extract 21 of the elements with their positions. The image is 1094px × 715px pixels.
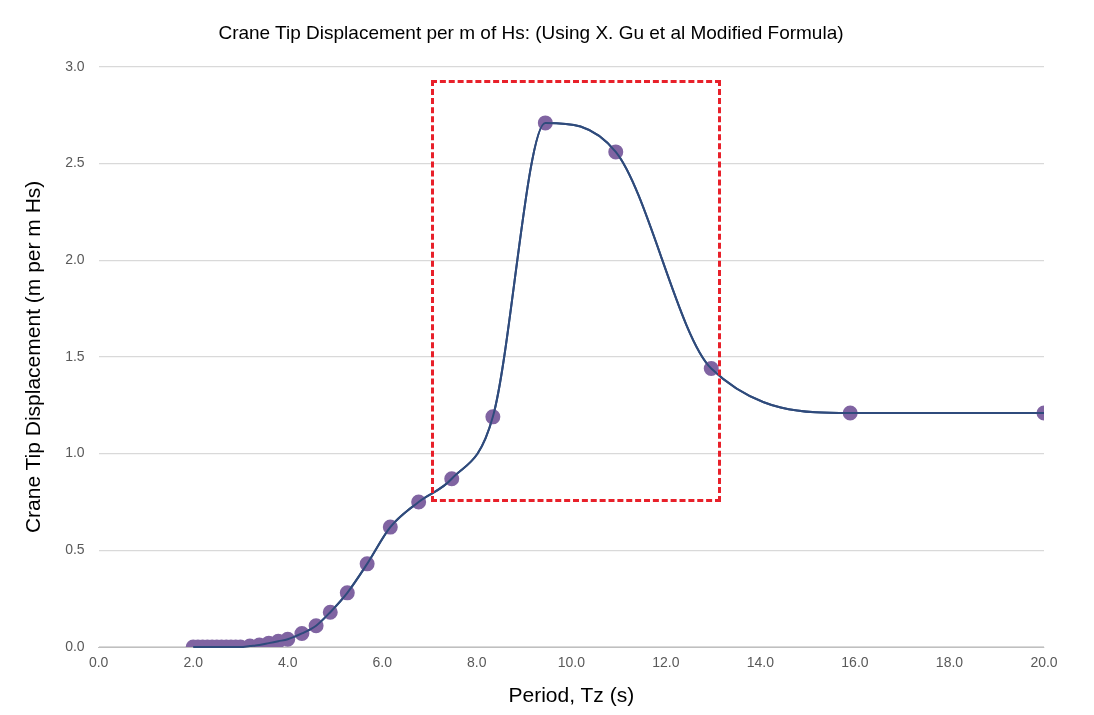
y-tick-label: 1.5 <box>65 347 85 364</box>
x-tick-label: 2.0 <box>183 654 204 671</box>
x-tick-label: 20.0 <box>1030 654 1058 671</box>
x-tick-label: 8.0 <box>467 654 487 671</box>
x-tick-label: 14.0 <box>746 654 775 671</box>
x-axis-title: Period, Tz (s) <box>508 683 635 707</box>
x-tick-label: 4.0 <box>278 654 298 671</box>
chart-title: Crane Tip Displacement per m of Hs: (Using X. Gu et al Modified Formula) <box>218 21 844 43</box>
y-tick-label: 2.5 <box>65 154 85 171</box>
x-tick-label: 10.0 <box>557 654 586 671</box>
y-tick-label: 1.0 <box>65 444 85 461</box>
y-tick-label: 2.0 <box>65 251 85 268</box>
y-axis-title: Crane Tip Displacement (m per m Hs) <box>21 180 45 534</box>
y-tick-label: 0.0 <box>65 637 85 654</box>
y-tick-label: 3.0 <box>65 57 85 74</box>
x-tick-label: 18.0 <box>935 654 964 671</box>
x-tick-label: 12.0 <box>652 654 680 671</box>
y-tick-label: 0.5 <box>65 541 85 558</box>
x-tick-label: 0.0 <box>88 654 109 671</box>
x-tick-label: 6.0 <box>372 654 393 671</box>
x-tick-label: 16.0 <box>841 654 869 671</box>
